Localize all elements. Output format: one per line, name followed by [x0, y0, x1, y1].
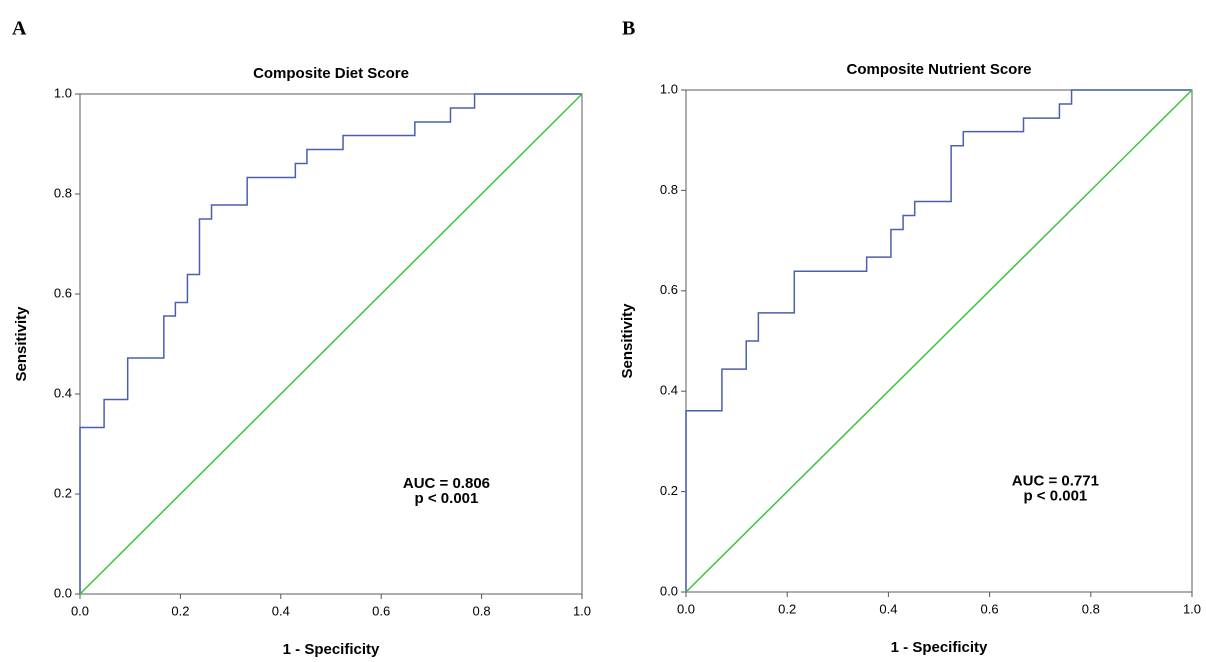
y-tick-label: 0.4 — [660, 383, 678, 398]
y-tick-label: 0.6 — [54, 285, 72, 300]
reference-line — [79, 93, 583, 595]
x-tick-label: 0.2 — [171, 603, 189, 618]
y-tick-label: 0.2 — [660, 483, 678, 498]
x-tick-label: 0.0 — [71, 603, 89, 618]
reference-line — [685, 89, 1193, 593]
y-tick-label: 0.6 — [660, 282, 678, 297]
x-tick-label: 0.4 — [879, 601, 897, 616]
y-tick-label: 1.0 — [54, 85, 72, 100]
chart-title: Composite Nutrient Score — [846, 61, 1031, 78]
plot-frame — [79, 93, 583, 595]
y-tick-label: 0.2 — [54, 485, 72, 500]
x-tick-label: 0.2 — [778, 601, 796, 616]
x-tick-label: 1.0 — [573, 603, 591, 618]
y-tick-label: 0.0 — [660, 583, 678, 598]
y-axis-label: Sensitivity — [619, 303, 636, 379]
chart-title: Composite Diet Score — [253, 65, 409, 82]
x-tick-label: 0.4 — [272, 603, 290, 618]
annotation: p < 0.001 — [415, 490, 479, 507]
x-tick-label: 0.8 — [1082, 601, 1100, 616]
annotation: p < 0.001 — [1023, 488, 1087, 505]
x-tick-label: 0.0 — [677, 601, 695, 616]
panel-label: A — [12, 18, 27, 40]
y-tick-label: 1.0 — [660, 81, 678, 96]
panel-label: B — [622, 18, 635, 40]
plot-frame — [685, 89, 1193, 593]
annotation: AUC = 0.806 — [403, 475, 490, 492]
x-tick-label: 0.6 — [981, 601, 999, 616]
x-axis-label: 1 - Specificity — [891, 639, 988, 656]
y-tick-label: 0.8 — [660, 182, 678, 197]
roc-curve — [685, 89, 1192, 592]
y-tick-label: 0.0 — [54, 585, 72, 600]
y-tick-label: 0.4 — [54, 385, 72, 400]
y-axis-label: Sensitivity — [13, 306, 30, 382]
y-tick-label: 0.8 — [54, 185, 72, 200]
x-axis-label: 1 - Specificity — [283, 641, 380, 658]
roc-curve — [79, 93, 582, 594]
x-tick-label: 0.8 — [473, 603, 491, 618]
annotation: AUC = 0.771 — [1012, 473, 1099, 490]
x-tick-label: 1.0 — [1183, 601, 1201, 616]
x-tick-label: 0.6 — [372, 603, 390, 618]
